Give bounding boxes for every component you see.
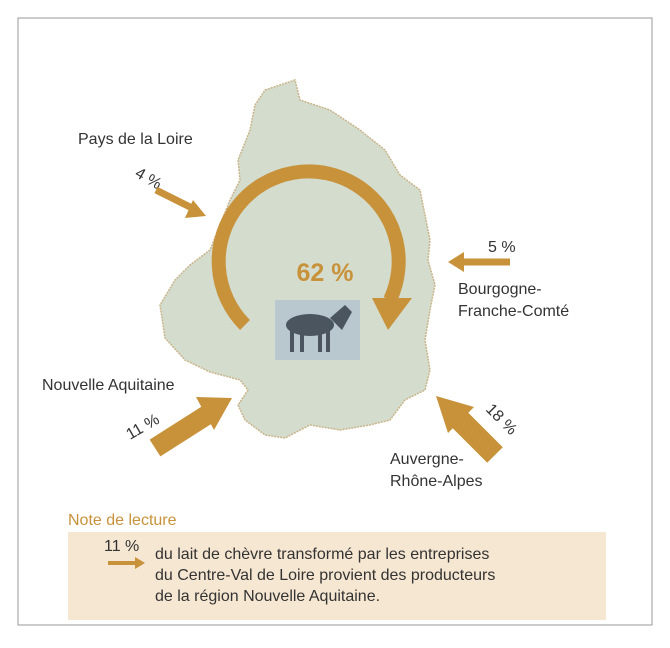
region-label: Nouvelle Aquitaine xyxy=(42,377,175,394)
note-line: du lait de chèvre transformé par les ent… xyxy=(155,546,489,563)
region-label: Bourgogne- xyxy=(458,281,542,298)
note-line: de la région Nouvelle Aquitaine. xyxy=(155,588,380,605)
region-label: Rhône-Alpes xyxy=(390,473,483,490)
note-line: du Centre-Val de Loire provient des prod… xyxy=(155,567,495,584)
share-label: 5 % xyxy=(488,239,516,256)
region-label: Pays de la Loire xyxy=(78,131,193,148)
center-share: 62 % xyxy=(297,259,354,287)
region-label: Franche-Comté xyxy=(458,303,569,320)
region-label: Auvergne- xyxy=(390,451,464,468)
note-title: Note de lecture xyxy=(68,512,177,529)
goat-icon xyxy=(275,300,360,360)
note-share: 11 % xyxy=(104,538,139,555)
figure: 62 % Pays de la Loire 4 % 5 % Bourgogne-… xyxy=(0,0,670,643)
page: 62 % Pays de la Loire 4 % 5 % Bourgogne-… xyxy=(0,0,670,648)
